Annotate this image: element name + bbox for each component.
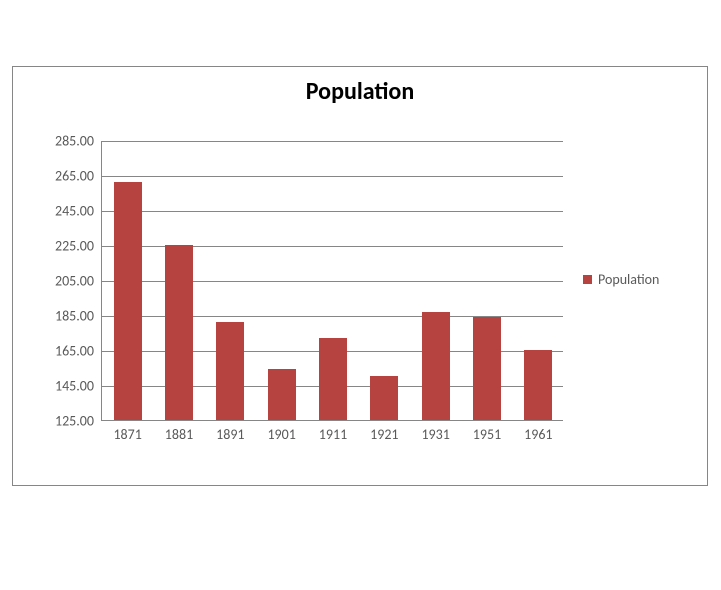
- legend-swatch: [583, 275, 592, 284]
- plot-area: 125.00145.00165.00185.00205.00225.00245.…: [101, 141, 563, 421]
- x-tick-label: 1871: [113, 426, 141, 443]
- bar: [524, 350, 552, 420]
- x-tick-label: 1951: [473, 426, 501, 443]
- x-tick-label: 1911: [319, 426, 347, 443]
- bar: [165, 245, 193, 420]
- x-tick-label: 1891: [216, 426, 244, 443]
- bars-layer: [102, 141, 563, 420]
- x-tick-label: 1901: [267, 426, 295, 443]
- y-tick-label: 285.00: [55, 133, 94, 150]
- legend-label: Population: [598, 271, 659, 288]
- x-tick-label: 1931: [421, 426, 449, 443]
- y-tick-label: 125.00: [55, 413, 94, 430]
- bar: [319, 338, 347, 420]
- bar: [216, 322, 244, 420]
- bar: [114, 182, 142, 420]
- bar: [370, 376, 398, 420]
- chart-container: Population 125.00145.00165.00185.00205.0…: [12, 66, 708, 486]
- y-tick-label: 205.00: [55, 273, 94, 290]
- y-tick-label: 185.00: [55, 308, 94, 325]
- legend: Population: [583, 271, 659, 288]
- page: { "chart": { "type": "bar", "title": "Po…: [0, 0, 721, 590]
- x-tick-label: 1881: [165, 426, 193, 443]
- y-tick-label: 245.00: [55, 203, 94, 220]
- y-tick-label: 265.00: [55, 168, 94, 185]
- x-tick-label: 1921: [370, 426, 398, 443]
- y-tick-label: 225.00: [55, 238, 94, 255]
- y-tick-label: 145.00: [55, 378, 94, 395]
- chart-title: Population: [13, 77, 707, 106]
- y-tick-label: 165.00: [55, 343, 94, 360]
- bar: [422, 312, 450, 421]
- bar: [268, 369, 296, 420]
- x-tick-label: 1961: [524, 426, 552, 443]
- bar: [473, 317, 501, 420]
